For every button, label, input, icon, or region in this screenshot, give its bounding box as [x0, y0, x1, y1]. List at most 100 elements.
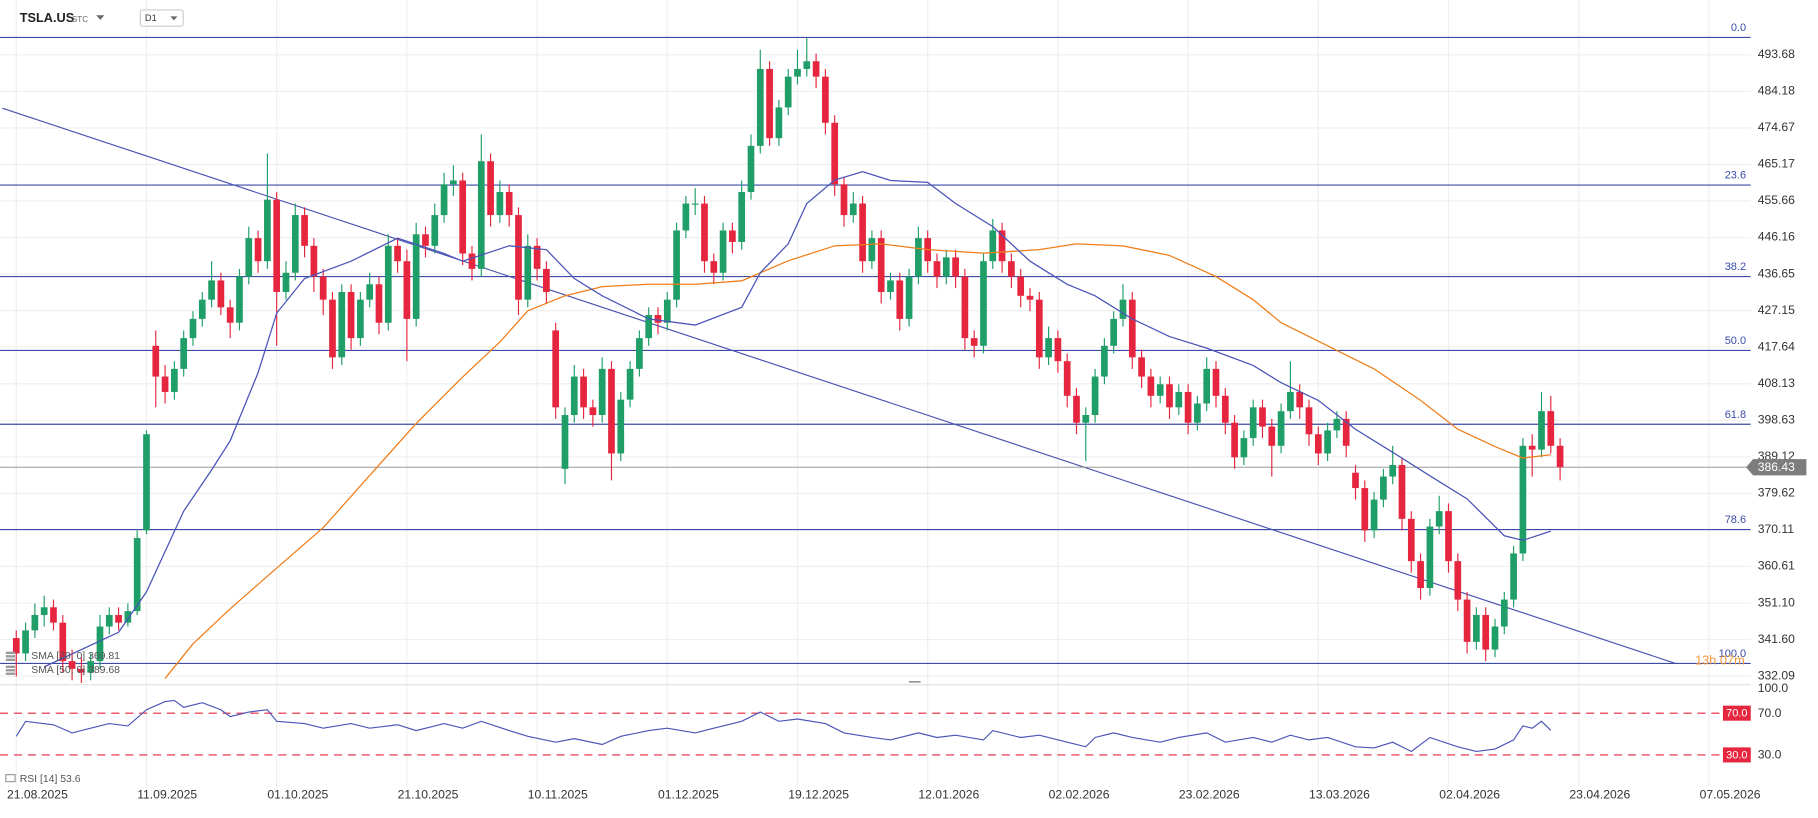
candle-body: [719, 230, 727, 273]
candle-body: [1454, 561, 1462, 600]
candle-body: [1063, 361, 1071, 396]
fib-level-label: 78.6: [1725, 514, 1746, 526]
candle-body: [645, 315, 653, 339]
candle-body: [440, 184, 448, 216]
candle-body: [1361, 488, 1369, 531]
candle-body: [1240, 438, 1248, 458]
candle-body: [868, 238, 876, 262]
candle-body: [375, 284, 383, 323]
rsi-band-label-box: [1722, 705, 1751, 721]
candle-body: [1110, 318, 1118, 346]
candle-body: [394, 245, 401, 262]
candle-body: [1026, 295, 1034, 300]
indicator-icon[interactable]: [5, 774, 16, 783]
x-tick-label: 21.08.2025: [7, 788, 68, 802]
candle-body: [1352, 472, 1359, 489]
candle-body: [915, 238, 922, 277]
candle-body: [1138, 357, 1145, 377]
candle-body: [217, 280, 225, 308]
candle-body: [1231, 422, 1238, 458]
indicator-icon[interactable]: [5, 655, 16, 658]
candle-body: [236, 276, 243, 323]
candle-body: [366, 284, 374, 300]
interval[interactable]: D1: [145, 13, 157, 23]
x-tick-label: 12.01.2026: [918, 788, 979, 802]
indicator-icon[interactable]: [5, 672, 16, 675]
symbol[interactable]: TSLA.US: [20, 10, 75, 25]
candle-body: [124, 611, 132, 623]
candle-body: [59, 622, 67, 662]
candle-body: [1054, 338, 1062, 362]
candle-body: [143, 434, 150, 531]
symbol-header[interactable]: TSLA.US STC: [20, 10, 105, 25]
candle-body: [887, 280, 894, 292]
candle-body: [1101, 345, 1108, 377]
y-tick-label: 484.18: [1758, 84, 1795, 98]
candle-body: [1324, 430, 1331, 454]
candle-body: [729, 230, 736, 242]
rsi-band-label: 70.0: [1726, 708, 1747, 720]
candle-body: [1556, 445, 1564, 468]
candle-body: [1156, 384, 1164, 396]
candle-body: [1166, 384, 1173, 408]
candle-body: [626, 368, 634, 400]
candle-body: [543, 268, 550, 292]
candle-body: [1528, 445, 1536, 450]
candle-body: [617, 399, 625, 454]
candle-body: [431, 215, 439, 246]
bar-countdown: 13h 07m: [1695, 652, 1745, 667]
x-tick-label: 02.04.2026: [1439, 788, 1500, 802]
candle-body: [31, 614, 39, 631]
candle-body: [822, 76, 829, 123]
candle-body: [273, 199, 281, 292]
candle-body: [663, 299, 671, 323]
candle-body: [96, 626, 104, 662]
candle-body: [487, 161, 494, 216]
symbol-dropdown[interactable]: [96, 15, 105, 20]
trendline: [2, 107, 1676, 664]
indicator-legend[interactable]: SMA [20, 0] 369.81: [31, 651, 120, 662]
x-tick-label: 07.05.2026: [1700, 788, 1761, 802]
rsi-band-label-box: [1722, 747, 1751, 763]
indicator-legend[interactable]: SMA [50, 0] 389.68: [31, 665, 120, 676]
candle-body: [775, 107, 783, 139]
candle-body: [1082, 415, 1090, 423]
candle-body: [636, 338, 643, 369]
indicator-icon[interactable]: [5, 665, 16, 668]
candle-body: [812, 61, 820, 77]
candle-body: [450, 180, 457, 185]
candle-body: [1296, 391, 1304, 408]
indicator-icon[interactable]: [5, 651, 16, 655]
candle-body: [1128, 299, 1136, 358]
indicator-icon[interactable]: [5, 669, 16, 672]
sma-line: [43, 170, 1551, 668]
interval-box[interactable]: [139, 9, 184, 27]
candle-body: [310, 245, 318, 277]
candle-body: [896, 280, 904, 319]
interval-select[interactable]: D1: [139, 9, 184, 27]
candle-body: [357, 299, 364, 339]
candle-body: [12, 638, 20, 654]
candle-body: [477, 161, 485, 269]
candle-body: [319, 276, 327, 300]
fib-level-label: 100.0: [1719, 648, 1747, 660]
x-tick-label: 01.12.2025: [658, 788, 719, 802]
indicator-legend[interactable]: RSI [14] 53.6: [20, 774, 81, 785]
candle-body: [422, 234, 429, 246]
fib-level-label: 61.8: [1725, 409, 1746, 421]
interval-caret[interactable]: [170, 16, 178, 21]
candle-body: [1147, 376, 1155, 396]
indicator-icon[interactable]: [5, 658, 16, 661]
y-tick-label: 332.09: [1758, 668, 1795, 682]
candle-body: [1221, 395, 1229, 423]
candle-body: [942, 257, 950, 277]
y-tick-label: 417.64: [1758, 339, 1795, 353]
candle-body: [1203, 368, 1211, 404]
last-price-tag: [1746, 459, 1807, 476]
candle-body: [952, 257, 959, 277]
x-tick-label: 02.02.2026: [1049, 788, 1110, 802]
candle-body: [1500, 599, 1508, 627]
candle-body: [189, 318, 197, 339]
candle-body: [1008, 261, 1015, 277]
